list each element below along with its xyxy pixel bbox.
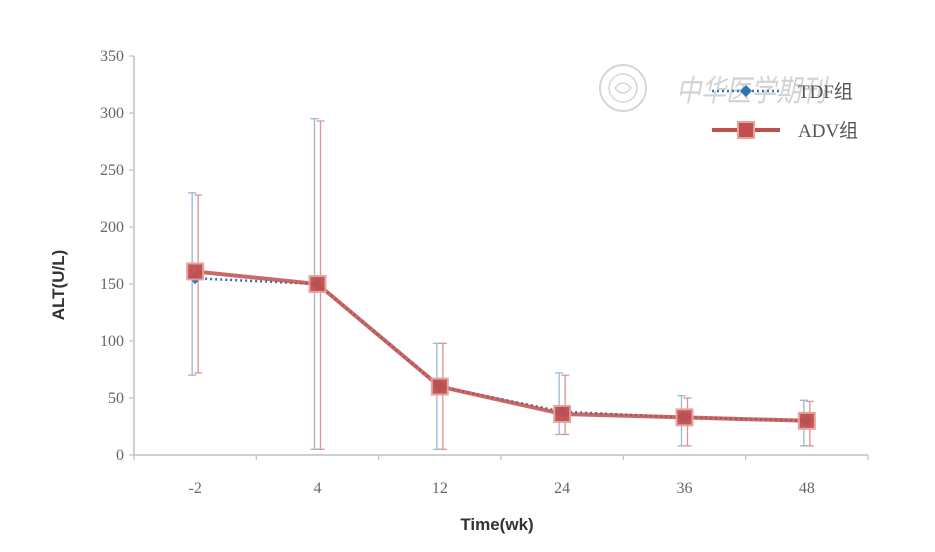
series-lines	[194, 269, 807, 423]
x-axis-title: Time(wk)	[460, 515, 533, 534]
y-tick-label: 250	[100, 162, 124, 179]
axes	[129, 55, 869, 460]
x-tick-label: 4	[314, 480, 322, 497]
legend-marker-adv	[737, 121, 755, 139]
series-markers	[186, 262, 816, 430]
y-tick-label: 50	[108, 390, 124, 407]
legend-marker-tdf	[740, 85, 752, 97]
data-point-adv	[186, 262, 205, 281]
watermark: 中华医学期刊	[599, 64, 829, 112]
x-tick-label: 12	[432, 480, 448, 497]
x-tick-label: 24	[554, 480, 570, 497]
x-tick-label: 36	[677, 480, 693, 497]
y-tick-label: 100	[100, 333, 124, 350]
series-line-adv	[194, 269, 807, 423]
x-tick-label: 48	[799, 480, 815, 497]
x-tick-label: -2	[189, 480, 202, 497]
x-tick-labels: -2 4 12 24 36 48	[189, 480, 815, 497]
legend: TDF组 ADV组	[712, 81, 858, 142]
data-point-adv	[553, 404, 572, 423]
watermark-seal-icon	[599, 64, 647, 112]
y-tick-label: 150	[100, 276, 124, 293]
data-point-adv	[675, 408, 694, 427]
data-point-adv	[797, 411, 816, 430]
data-point-adv	[430, 377, 449, 396]
data-point-adv	[308, 275, 327, 293]
y-tick-label: 300	[100, 105, 124, 122]
legend-label-adv: ADV组	[798, 120, 858, 142]
y-tick-label: 200	[100, 219, 124, 236]
y-axis-title: ALT(U/L)	[49, 250, 68, 321]
legend-label-tdf: TDF组	[798, 81, 853, 103]
y-tick-label: 0	[116, 447, 124, 464]
y-tick-labels: 0 50 100 150 200 250 300 350	[100, 48, 124, 464]
y-tick-label: 350	[100, 48, 124, 65]
